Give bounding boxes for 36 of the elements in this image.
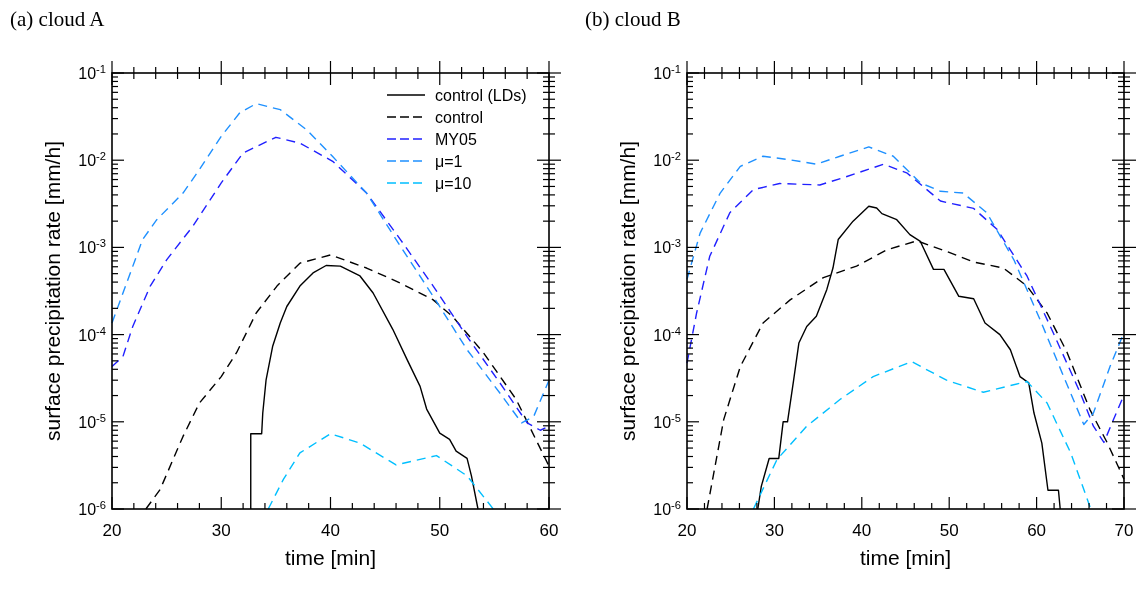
y-tick-label: 10$^{-4}$ — [653, 324, 681, 344]
x-tick-label: 40 — [852, 521, 872, 540]
x-tick-label: 20 — [677, 521, 697, 540]
y-tick-label: 10$^{-2}$ — [78, 150, 106, 170]
y-tick-label: 10$^{-3}$ — [78, 237, 106, 257]
y-tick-label: 10$^{-5}$ — [78, 411, 106, 431]
y-axis-title: surface precipitation rate [mm/h] — [616, 141, 639, 441]
y-tick-label: 10$^{-5}$ — [653, 411, 681, 431]
x-tick-label: 40 — [321, 521, 340, 540]
legend-label: MY05 — [435, 131, 477, 148]
y-tick-label: 10$^{-6}$ — [78, 499, 106, 518]
y-axis-title: surface precipitation rate [mm/h] — [41, 141, 64, 441]
x-axis-title: time [min] — [859, 546, 952, 569]
line-series — [267, 433, 494, 510]
x-tick-label: 50 — [430, 521, 450, 540]
y-tick-label: 10$^{-4}$ — [78, 324, 106, 344]
x-tick-label: 60 — [539, 521, 559, 540]
line-series — [752, 360, 1092, 510]
x-tick-label: 30 — [764, 521, 784, 540]
legend-label: μ=10 — [435, 175, 472, 192]
x-axis-title: time [min] — [284, 546, 377, 569]
y-tick-label: 10$^{-3}$ — [653, 237, 681, 257]
chart-title: (b) cloud B — [585, 7, 681, 31]
chart-title: (a) cloud A — [10, 7, 106, 31]
legend-label: μ=1 — [435, 153, 463, 170]
legend-label: control — [435, 109, 484, 126]
y-tick-label: 10$^{-1}$ — [78, 63, 106, 82]
x-tick-label: 50 — [939, 521, 959, 540]
x-tick-label: 20 — [102, 521, 122, 540]
y-tick-label: 10$^{-6}$ — [653, 499, 681, 518]
legend-label: control (LDs) — [435, 87, 527, 104]
x-tick-label: 30 — [211, 521, 231, 540]
y-tick-label: 10$^{-2}$ — [653, 150, 681, 170]
x-tick-label: 60 — [1027, 521, 1047, 540]
x-tick-label: 70 — [1114, 521, 1134, 540]
y-tick-label: 10$^{-1}$ — [653, 63, 681, 82]
